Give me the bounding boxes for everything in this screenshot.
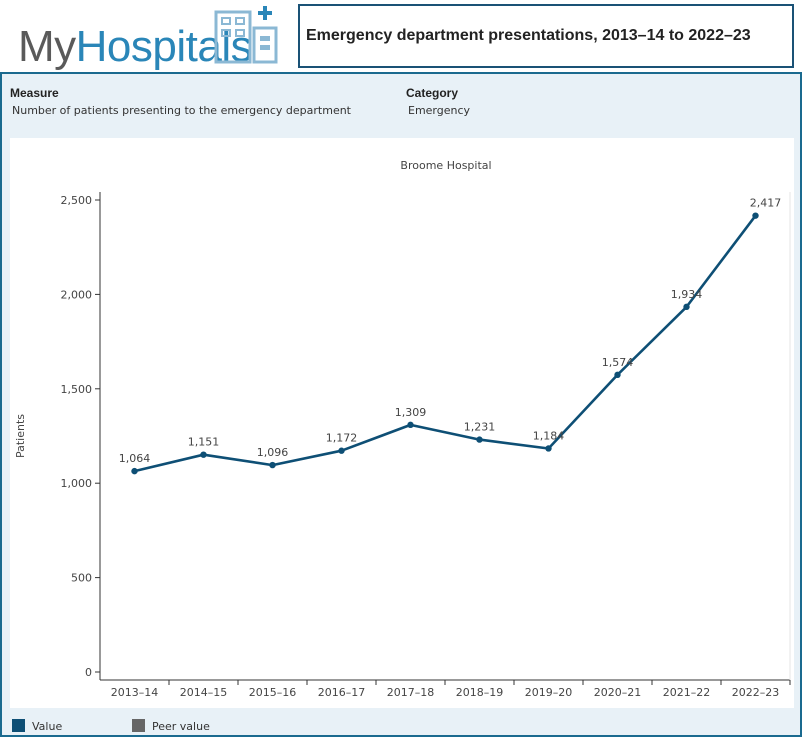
- line-chart[interactable]: Broome Hospital Patients 0 500 1,000 1,500 2…: [10, 138, 794, 708]
- data-point[interactable]: [131, 467, 138, 475]
- data-point[interactable]: [476, 436, 483, 443]
- chart-title: Broome Hospital: [400, 159, 491, 172]
- page-title: Emergency department presentations, 2013…: [298, 4, 794, 68]
- data-point[interactable]: [338, 447, 345, 454]
- x-tick-label: 2013–14: [111, 686, 159, 699]
- y-tick-label: 2,000: [61, 288, 93, 301]
- x-tick-label: 2017–18: [387, 686, 435, 699]
- myhospitals-logo[interactable]: MyHospitals: [14, 4, 284, 71]
- x-tick-labels: 2013–14 2014–15 2015–16 2016–17 2017–18 2018–…: [111, 686, 780, 699]
- measure-label: Measure: [10, 86, 59, 100]
- data-label: 1,151: [188, 436, 220, 449]
- measure-value: Number of patients presenting to the eme…: [12, 104, 351, 117]
- data-point[interactable]: [683, 303, 690, 311]
- x-tick-label: 2019–20: [525, 686, 573, 699]
- y-tick-label: 1,000: [61, 477, 93, 490]
- data-point[interactable]: [614, 371, 621, 379]
- legend-value-label[interactable]: Value: [32, 720, 63, 733]
- category-value: Emergency: [408, 104, 471, 117]
- data-point[interactable]: [752, 212, 759, 219]
- x-tick-label: 2022–23: [732, 686, 780, 699]
- data-label: 1,172: [326, 432, 358, 445]
- data-label: 2,417: [750, 197, 782, 210]
- y-tick-labels: 0 500 1,000 1,500 2,000 2,500: [61, 194, 93, 679]
- data-point[interactable]: [200, 451, 207, 458]
- x-tick-label: 2018–19: [456, 686, 504, 699]
- y-axis-title: Patients: [14, 414, 27, 458]
- data-label: 1,231: [464, 421, 496, 434]
- data-point[interactable]: [545, 445, 552, 452]
- x-tick-label: 2016–17: [318, 686, 366, 699]
- x-tick-label: 2014–15: [180, 686, 228, 699]
- y-tick-label: 0: [85, 666, 92, 679]
- x-tick-label: 2015–16: [249, 686, 297, 699]
- y-tick-label: 2,500: [61, 194, 93, 207]
- category-label: Category: [406, 86, 459, 100]
- data-label: 1,096: [257, 446, 289, 459]
- hospital-building-icon: [214, 6, 278, 64]
- legend-peer-swatch: [132, 719, 145, 732]
- legend-peer-label[interactable]: Peer value: [152, 720, 210, 733]
- data-label: 1,574: [602, 356, 634, 369]
- legend-value-swatch: [12, 719, 25, 732]
- data-label: 1,309: [395, 406, 427, 419]
- y-tick-label: 1,500: [61, 383, 93, 396]
- data-label: 1,184: [533, 429, 565, 442]
- y-tick-label: 500: [71, 572, 92, 585]
- data-points: [131, 212, 759, 475]
- chart-area: Broome Hospital Patients 0 500 1,000 1,500 2…: [10, 138, 794, 708]
- chart-panel: Measure Number of patients presenting to…: [0, 72, 802, 737]
- data-point[interactable]: [407, 421, 414, 429]
- series-line-value[interactable]: [134, 214, 757, 473]
- data-label: 1,064: [119, 452, 151, 465]
- data-label: 1,934: [671, 288, 703, 301]
- x-tick-label: 2021–22: [663, 686, 711, 699]
- axes: [95, 192, 791, 685]
- data-labels: 1,064 1,151 1,096 1,172 1,309 1,231 1,184 1,574…: [119, 197, 782, 465]
- x-tick-label: 2020–21: [594, 686, 642, 699]
- data-point[interactable]: [269, 461, 276, 469]
